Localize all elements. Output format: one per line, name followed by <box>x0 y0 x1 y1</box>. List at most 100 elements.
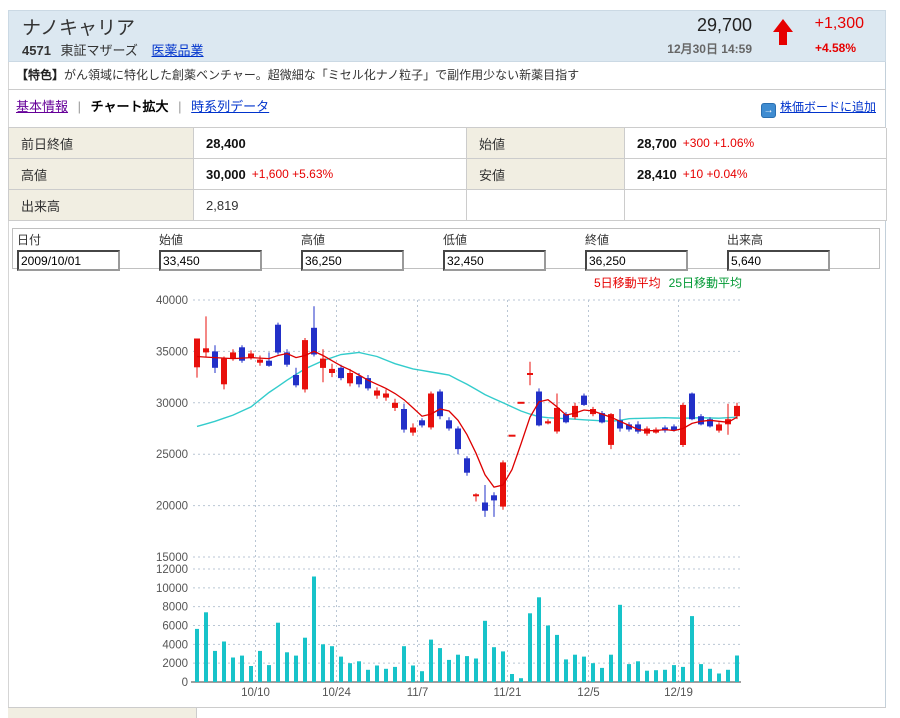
volume-axis-label: 2000 <box>162 658 188 670</box>
form-input-低値[interactable] <box>443 250 546 271</box>
current-price: 29,700 <box>696 15 752 35</box>
summary-value <box>625 190 887 221</box>
volume-bar <box>726 669 730 682</box>
volume-axis-label: 6000 <box>162 621 188 633</box>
candle <box>626 424 632 430</box>
form-field-ohlcv-4: 終値 <box>585 231 688 271</box>
form-input-日付[interactable] <box>17 250 120 271</box>
candle <box>266 360 272 366</box>
volume-bar <box>654 670 658 682</box>
volume-bar <box>258 650 262 682</box>
quote-datetime: 12月30日 14:59 <box>667 42 752 56</box>
candle <box>617 420 623 429</box>
volume-bar <box>339 656 343 682</box>
form-field-label: 高値 <box>301 233 326 247</box>
candle <box>635 424 641 432</box>
volume-bar <box>636 661 640 682</box>
volume-bar <box>384 668 388 682</box>
price-axis-label: 15000 <box>156 552 188 564</box>
candle <box>203 348 209 353</box>
form-input-高値[interactable] <box>301 250 404 271</box>
candle <box>230 352 236 359</box>
industry-link[interactable]: 医薬品業 <box>151 43 204 58</box>
candle <box>680 404 686 445</box>
volume-bar <box>474 658 478 682</box>
volume-bar <box>555 634 559 682</box>
volume-bar <box>582 656 586 682</box>
add-to-board-label[interactable]: 株価ボードに追加 <box>779 100 876 114</box>
candle <box>581 395 587 405</box>
volume-bar <box>411 665 415 682</box>
candle <box>248 353 254 358</box>
form-field-ohlcv-2: 高値 <box>301 231 404 271</box>
form-field-label: 出来高 <box>727 233 764 247</box>
date-axis-label: 12/19 <box>664 687 693 699</box>
summary-value: 30,000 +1,600 +5.63% <box>194 159 467 190</box>
summary-value: 2,819 <box>194 190 467 221</box>
volume-bar <box>546 625 550 682</box>
volume-bar <box>276 622 280 682</box>
volume-bar <box>294 655 298 682</box>
volume-bar <box>537 597 541 683</box>
candle <box>473 494 479 497</box>
candle <box>338 367 344 379</box>
candle <box>320 358 326 368</box>
candle <box>329 368 335 373</box>
candle <box>428 393 434 428</box>
volume-bar <box>222 641 226 682</box>
candle <box>194 338 200 368</box>
stock-chart: 40000 35000 30000 25000 20000 15000 12000 10000… <box>0 290 900 708</box>
add-to-board[interactable]: → 株価ボードに追加 <box>760 98 876 118</box>
volume-bar <box>357 661 361 682</box>
tab-basic-info[interactable]: 基本情報 <box>16 99 69 114</box>
date-axis-label: 12/5 <box>577 687 599 699</box>
price-axis-label: 20000 <box>156 501 188 513</box>
next-section-cutoff <box>8 707 886 718</box>
form-field-label: 低値 <box>443 233 468 247</box>
candle <box>689 393 695 420</box>
summary-value: 28,400 <box>194 128 467 159</box>
tab-time-series[interactable]: 時系列データ <box>191 99 270 114</box>
volume-bar <box>456 654 460 682</box>
candle <box>508 434 516 437</box>
page-border-left <box>8 10 9 718</box>
volume-bar <box>690 616 694 682</box>
volume-bar <box>447 659 451 682</box>
volume-bar <box>285 652 289 682</box>
candle <box>437 391 443 417</box>
form-field-date: 日付 <box>17 231 120 271</box>
candle <box>383 393 389 398</box>
candle <box>365 378 371 389</box>
volume-bar <box>402 646 406 682</box>
volume-bar <box>420 671 424 682</box>
form-input-出来高[interactable] <box>727 250 830 271</box>
volume-bar <box>672 665 676 682</box>
form-field-label: 日付 <box>17 233 42 247</box>
price-up-arrow-icon <box>770 17 796 47</box>
ohlc-input-form: 日付 始値 高値 低値 終値 出来高 <box>12 228 880 271</box>
candle <box>671 426 677 431</box>
volume-bar <box>519 678 523 682</box>
volume-bar <box>609 654 613 682</box>
volume-bar <box>348 663 352 682</box>
candle <box>446 420 452 429</box>
summary-label: 始値 <box>467 128 625 159</box>
form-input-終値[interactable] <box>585 250 688 271</box>
candle <box>545 421 551 424</box>
volume-bar <box>564 659 568 682</box>
volume-bar <box>393 666 397 682</box>
volume-bar <box>375 665 379 682</box>
date-axis-label: 11/7 <box>407 687 429 699</box>
company-feature-row: 【特色】がん領域に特化した創薬ベンチャー。超微細な「ミセル化ナノ粒子」で副作用少… <box>8 62 886 90</box>
candle <box>482 502 488 511</box>
stock-header-band <box>8 10 886 62</box>
volume-bar <box>618 604 622 682</box>
stock-code: 4571 <box>22 43 51 58</box>
summary-label: 安値 <box>467 159 625 190</box>
stock-name: ナノキャリア <box>22 18 136 39</box>
tab-chart-enlarge[interactable]: チャート拡大 <box>90 99 169 114</box>
date-axis-label: 10/10 <box>241 687 270 699</box>
form-input-始値[interactable] <box>159 250 262 271</box>
volume-bar <box>501 651 505 682</box>
volume-bar <box>735 655 739 682</box>
